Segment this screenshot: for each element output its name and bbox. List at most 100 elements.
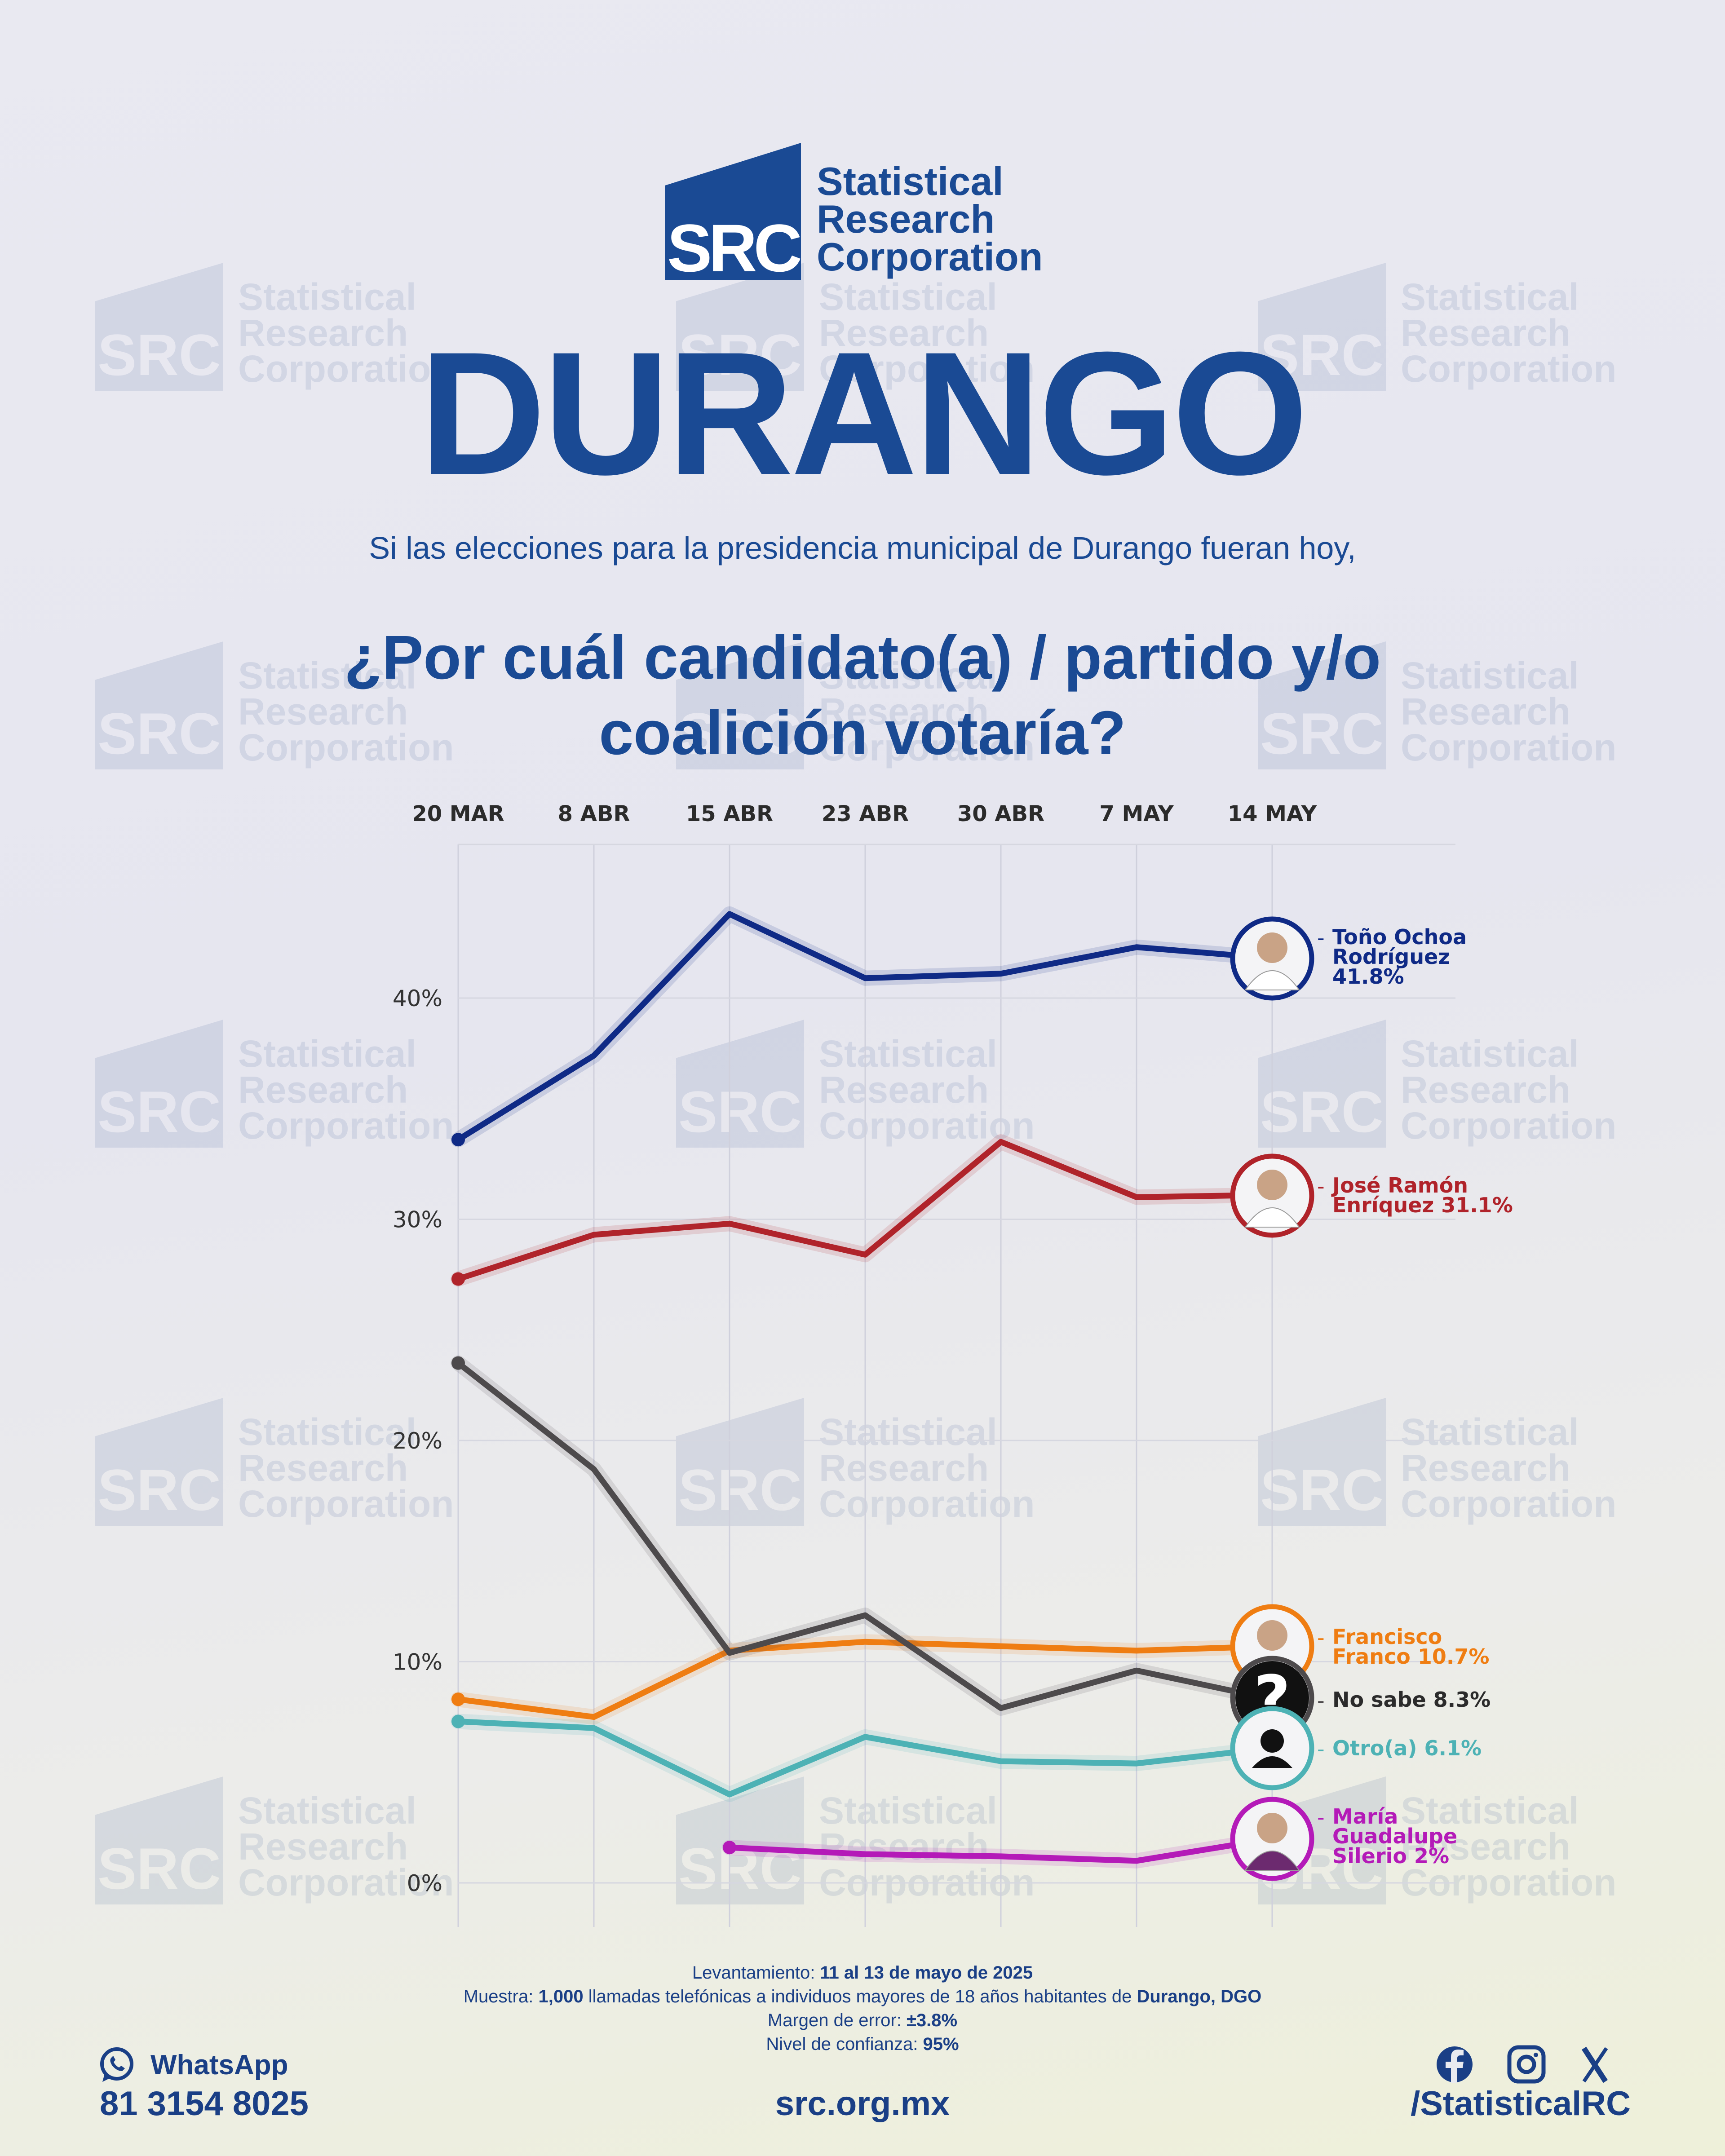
footnote-text: llamadas telefónicas a individuos mayore… bbox=[588, 1987, 1132, 2006]
shoulders-icon bbox=[1244, 1851, 1300, 1871]
social-handle[interactable]: /StatisticalRC bbox=[1411, 2085, 1631, 2123]
series-start-point bbox=[451, 1714, 465, 1728]
series-end-label: María bbox=[1332, 1804, 1398, 1829]
series-line bbox=[455, 1639, 1275, 1720]
series-end-label: 41.8% bbox=[1332, 964, 1404, 989]
logo-mark-icon bbox=[665, 143, 801, 280]
series-end-label: Franco 10.7% bbox=[1332, 1644, 1489, 1669]
series-line bbox=[455, 911, 1275, 1143]
footnote-label: Margen de error: bbox=[767, 2010, 902, 2030]
label-dash: - bbox=[1317, 1805, 1325, 1829]
shoulders-icon bbox=[1244, 1207, 1300, 1228]
website-link: src.org.mx bbox=[0, 2084, 1725, 2123]
page-subtitle: Si las elecciones para la presidencia mu… bbox=[369, 530, 1356, 566]
series-end-label: José Ramón bbox=[1331, 1173, 1468, 1197]
person-icon-body bbox=[1252, 1756, 1292, 1768]
y-tick-label: 0% bbox=[407, 1870, 442, 1896]
series-start-point bbox=[451, 1692, 465, 1706]
instagram-icon[interactable] bbox=[1507, 2045, 1546, 2084]
question-line: ¿Por cuál candidato(a) / partido y/o bbox=[344, 623, 1381, 692]
series-end-label: Guadalupe bbox=[1332, 1824, 1457, 1848]
whatsapp-label[interactable]: WhatsApp bbox=[150, 2050, 288, 2081]
series-end-label: Silerio 2% bbox=[1332, 1844, 1449, 1868]
logo-name-line: Statistical bbox=[817, 159, 1004, 203]
social-icons bbox=[1437, 2045, 1608, 2084]
footnote-sample: Muestra: 1,000 llamadas telefónicas a in… bbox=[0, 1987, 1725, 2007]
brand-logo: SRC Statistical Research Corporation bbox=[665, 143, 1069, 287]
watermark-logo: SRC Statistical Research Corporation bbox=[676, 263, 1044, 398]
watermark-logo: SRC Statistical Research Corporation bbox=[676, 1398, 1044, 1533]
watermark-logo: SRC Statistical Research Corporation bbox=[95, 1398, 464, 1533]
footnote-value: 11 al 13 de mayo de 2025 bbox=[820, 1963, 1033, 1983]
footnote-label: Levantamiento: bbox=[692, 1963, 815, 1983]
facebook-icon[interactable] bbox=[1437, 2046, 1473, 2083]
whatsapp-number[interactable]: 81 3154 8025 bbox=[100, 2085, 309, 2123]
label-dash: - bbox=[1317, 926, 1325, 950]
face-icon bbox=[1257, 1620, 1287, 1651]
footnote-label: Muestra: bbox=[463, 1987, 534, 2006]
x-tick-label: 30 ABR bbox=[957, 801, 1044, 826]
website-link-text[interactable]: src.org.mx bbox=[775, 2085, 950, 2123]
x-tick-label: 23 ABR bbox=[822, 801, 909, 826]
y-tick-label: 10% bbox=[393, 1649, 442, 1675]
label-dash: - bbox=[1317, 1688, 1325, 1713]
footnote-confidence: Nivel de confianza: 95% bbox=[0, 2034, 1725, 2054]
question-line: coalición votaría? bbox=[599, 698, 1126, 768]
series-line bbox=[455, 1360, 1275, 1711]
logo-name-line: Research bbox=[817, 197, 995, 241]
series-line bbox=[455, 1719, 1275, 1798]
series-line bbox=[455, 1139, 1275, 1282]
watermark-logo: SRC Statistical Research Corporation bbox=[95, 1776, 464, 1911]
series-end-label: Rodríguez bbox=[1332, 945, 1450, 969]
label-dash: - bbox=[1317, 1174, 1325, 1198]
y-tick-label: 20% bbox=[393, 1428, 442, 1454]
footnote-margin-of-error: Margen de error: ±3.8% bbox=[0, 2010, 1725, 2031]
series-line bbox=[726, 1836, 1275, 1864]
y-tick-label: 40% bbox=[393, 985, 442, 1012]
series-start-point bbox=[723, 1841, 736, 1855]
series-end-label: Otro(a) 6.1% bbox=[1332, 1736, 1482, 1760]
watermark-logo: SRC Statistical Research Corporation bbox=[676, 641, 1044, 776]
watermark-logo: SRC Statistical Research Corporation bbox=[1258, 1398, 1626, 1533]
footnote-value: 1,000 bbox=[538, 1987, 584, 2006]
page-title: DURANGO bbox=[419, 315, 1309, 511]
chart-series-lines bbox=[451, 906, 1280, 1869]
face-icon bbox=[1257, 1170, 1287, 1200]
series-start-point bbox=[451, 1356, 465, 1370]
watermark-logo: SRC Statistical Research Corporation bbox=[1258, 1020, 1626, 1154]
watermark-logo: SRC Statistical Research Corporation bbox=[676, 1020, 1044, 1154]
series-end-label: Enríquez 31.1% bbox=[1332, 1193, 1513, 1217]
whatsapp-icon[interactable] bbox=[98, 2046, 136, 2084]
face-icon bbox=[1257, 1813, 1287, 1843]
watermark-logo: SRC Statistical Research Corporation bbox=[95, 263, 464, 398]
x-icon[interactable] bbox=[1581, 2046, 1608, 2083]
series-end-label: Francisco bbox=[1332, 1625, 1442, 1649]
footnote-label: Nivel de confianza: bbox=[766, 2034, 918, 2054]
x-tick-label: 15 ABR bbox=[686, 801, 773, 826]
x-tick-label: 7 MAY bbox=[1099, 801, 1174, 826]
survey-question: ¿Por cuál candidato(a) / partido y/o coa… bbox=[180, 620, 1545, 771]
face-icon bbox=[1257, 932, 1287, 963]
chart-grid bbox=[457, 844, 1455, 1927]
footnote-value: 95% bbox=[923, 2034, 959, 2054]
series-end-label: No sabe 8.3% bbox=[1332, 1688, 1491, 1712]
x-tick-label: 14 MAY bbox=[1228, 801, 1318, 826]
y-tick-label: 30% bbox=[393, 1207, 442, 1233]
footnote-value: ±3.8% bbox=[906, 2010, 958, 2030]
series-start-point bbox=[451, 1133, 465, 1147]
logo-mark-text: SRC bbox=[667, 210, 802, 286]
shoulders-icon bbox=[1244, 970, 1300, 990]
series-end-label: Toño Ochoa bbox=[1332, 925, 1467, 949]
logo-name: Statistical Research Corporation bbox=[817, 159, 1043, 279]
watermark-logo: SRC Statistical Research Corporation bbox=[1258, 641, 1626, 776]
label-dash: - bbox=[1317, 1737, 1325, 1761]
footnote-value: Durango, DGO bbox=[1137, 1987, 1262, 2006]
label-dash: - bbox=[1317, 1626, 1325, 1650]
series-start-point bbox=[451, 1272, 465, 1286]
x-tick-label: 20 MAR bbox=[412, 801, 504, 826]
watermark-logo: SRC Statistical Research Corporation bbox=[1258, 263, 1626, 398]
logo-name-line: Corporation bbox=[817, 234, 1043, 279]
watermark-logo: SRC Statistical Research Corporation bbox=[95, 641, 464, 776]
